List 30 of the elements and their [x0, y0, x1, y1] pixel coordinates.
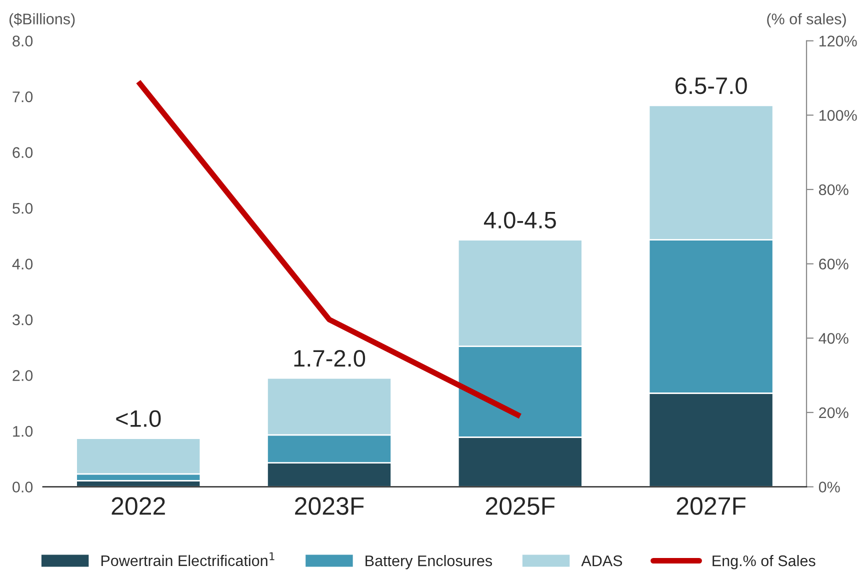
x-tick-label: 2023F: [295, 497, 364, 515]
y2-tick-label: 100%: [819, 110, 857, 121]
y2-tick-label: 0%: [818, 482, 840, 492]
x-tick-label: 2022: [112, 497, 165, 515]
legend-label: ADAS: [581, 555, 622, 566]
y-tick-label: 7.0: [12, 91, 33, 102]
y2-tick-label: 60%: [819, 258, 848, 270]
y-tick-label: 5.0: [12, 202, 33, 214]
y-tick-label: 3.0: [12, 314, 33, 326]
total-label: 4.0-4.5: [484, 212, 556, 228]
y2-tick-label: 80%: [818, 184, 848, 196]
y-tick-label: 4.0: [12, 258, 33, 270]
y2-tick-label: 20%: [819, 407, 848, 418]
y-tick-label: 0.0: [12, 482, 33, 492]
y-tick-label: 2.0: [12, 370, 33, 381]
x-tick-label: 2025F: [486, 497, 555, 515]
y-tick-label: 1.0: [13, 426, 33, 437]
y-tick-label: 8.0: [12, 36, 33, 46]
y-tick-label: 6.0: [12, 147, 33, 158]
y-axis-title: ($Billions): [9, 12, 75, 28]
total-label: 1.7-2.0: [294, 350, 366, 367]
x-tick-label: 2027F: [676, 497, 746, 515]
total-label: 6.5-7.0: [676, 77, 747, 94]
y2-axis-title: (% of sales): [767, 13, 846, 28]
legend-label: Powertrain Electrification$^{1}$: [101, 552, 274, 566]
legend-label: Eng.% of Sales: [712, 555, 816, 570]
total-label: <1.0: [116, 410, 161, 427]
legend-label: Battery Enclosures: [366, 555, 492, 570]
y2-tick-label: 120%: [819, 36, 857, 46]
y2-tick-label: 40%: [818, 333, 848, 344]
